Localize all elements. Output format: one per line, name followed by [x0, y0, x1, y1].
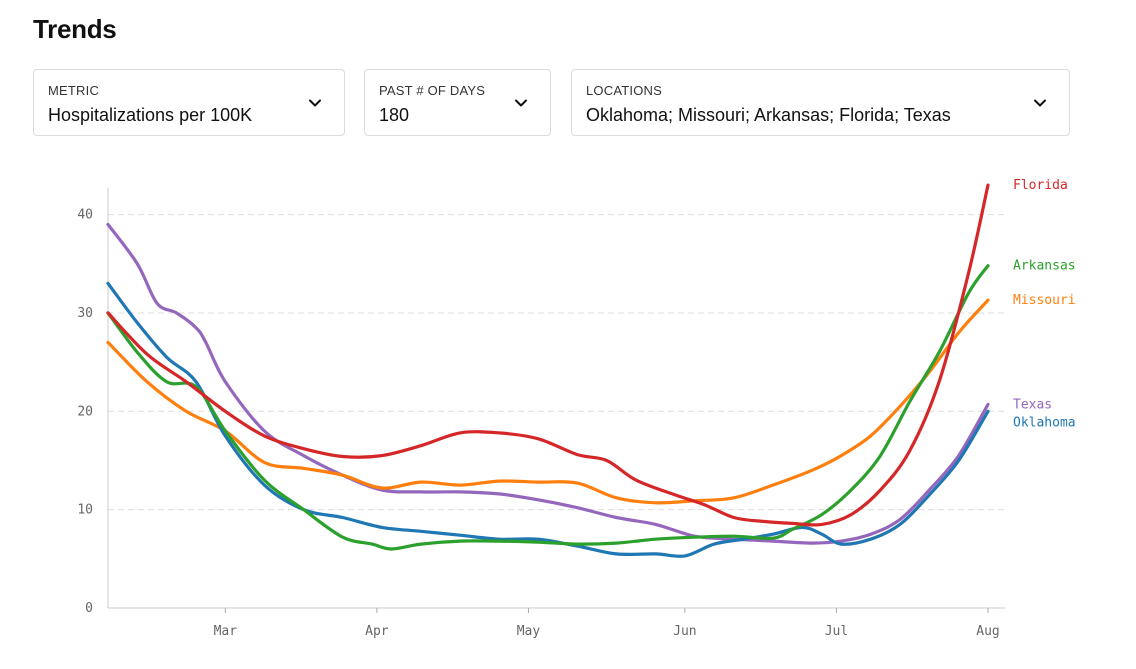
locations-label: LOCATIONS — [586, 83, 662, 98]
y-tick-label: 20 — [77, 404, 93, 419]
series-label-arkansas: Arkansas — [1013, 259, 1076, 274]
x-tick-label: Aug — [976, 624, 999, 639]
label-layer: Florida Arkansas Missouri Texas Oklahoma — [1013, 178, 1076, 430]
y-tick-label: 40 — [77, 208, 93, 223]
chevron-down-icon[interactable] — [1033, 96, 1047, 110]
metric-dropdown[interactable]: METRIC Hospitalizations per 100K — [33, 69, 345, 136]
trends-chart: 0 10 20 30 40 Mar Apr May Jun Jul Aug Florida Arkan… — [77, 178, 1076, 639]
y-tick-label: 10 — [77, 503, 93, 518]
locations-value: Oklahoma; Missouri; Arkansas; Florida; T… — [586, 105, 951, 125]
chevron-down-icon[interactable] — [514, 96, 528, 110]
page-title: Trends — [33, 14, 117, 44]
x-tick-label: May — [517, 624, 541, 639]
x-tick-label: Jun — [673, 624, 696, 639]
series-line-florida — [106, 183, 990, 527]
series-label-florida: Florida — [1013, 178, 1068, 193]
series-line-missouri — [106, 298, 990, 505]
metric-value: Hospitalizations per 100K — [48, 105, 253, 125]
days-value: 180 — [379, 105, 410, 125]
axis-layer: 0 10 20 30 40 Mar Apr May Jun Jul Aug — [77, 188, 1005, 639]
locations-dropdown[interactable]: LOCATIONS Oklahoma; Missouri; Arkansas; … — [571, 69, 1070, 136]
series-label-missouri: Missouri — [1013, 293, 1076, 308]
y-tick-label: 0 — [85, 601, 93, 616]
x-tick-label: Apr — [365, 624, 389, 639]
series-label-texas: Texas — [1013, 397, 1052, 412]
series-line-oklahoma — [106, 281, 990, 558]
x-tick-label: Mar — [214, 624, 238, 639]
y-tick-label: 30 — [77, 306, 93, 321]
series-line-texas — [106, 222, 990, 545]
series-label-oklahoma: Oklahoma — [1013, 415, 1076, 430]
series-line-arkansas — [106, 264, 990, 551]
x-tick-label: Jul — [825, 624, 848, 639]
days-label: PAST # OF DAYS — [379, 83, 486, 98]
series-layer — [106, 183, 990, 558]
days-dropdown[interactable]: PAST # OF DAYS 180 — [364, 69, 551, 136]
chevron-down-icon[interactable] — [308, 96, 322, 110]
metric-label: METRIC — [48, 83, 100, 98]
grid-layer — [108, 214, 1005, 511]
